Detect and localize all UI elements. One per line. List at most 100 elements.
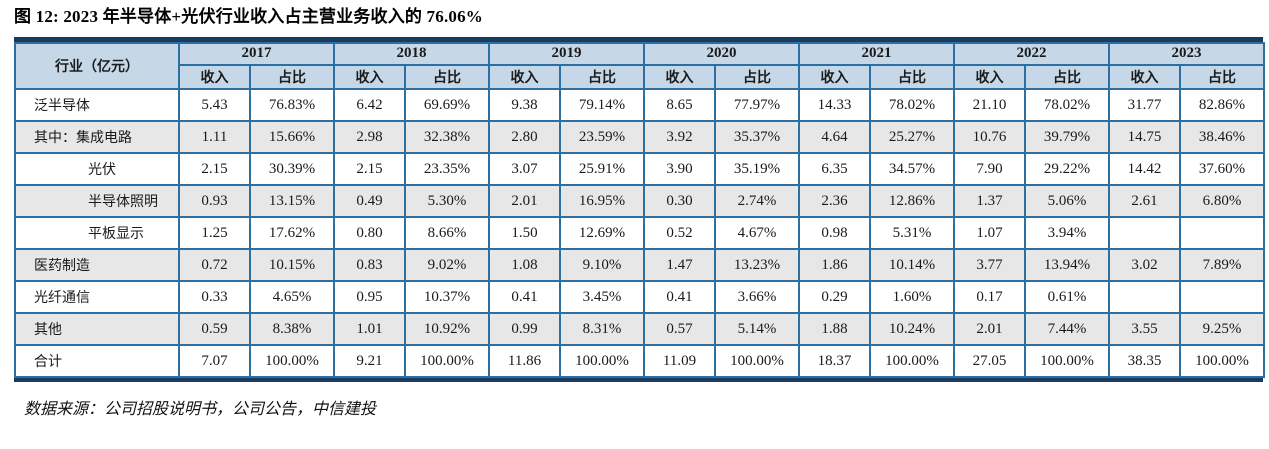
cell-value: 7.44%	[1024, 312, 1110, 346]
cell-value: 2.01	[953, 312, 1026, 346]
cell-value: 3.66%	[714, 280, 800, 314]
cell-value	[1179, 216, 1265, 250]
cell-value: 0.72	[178, 248, 251, 282]
cell-value: 0.29	[798, 280, 871, 314]
cell-value: 2.36	[798, 184, 871, 218]
cell-value: 0.52	[643, 216, 716, 250]
data-table-frame: 行业（亿元） 2017 2018 2019 2020 2021 2022 2023 收入 占比…	[14, 37, 1265, 382]
cell-value: 0.61%	[1024, 280, 1110, 314]
cell-value: 0.33	[178, 280, 251, 314]
cell-value: 78.02%	[1024, 88, 1110, 122]
cell-value: 6.35	[798, 152, 871, 186]
row-label: 光伏	[14, 152, 180, 186]
cell-value: 100.00%	[869, 344, 955, 378]
cell-value: 2.74%	[714, 184, 800, 218]
cell-value: 10.14%	[869, 248, 955, 282]
cell-value: 5.30%	[404, 184, 490, 218]
row-label: 泛半导体	[14, 88, 180, 122]
cell-value: 1.07	[953, 216, 1026, 250]
col-header-revenue: 收入	[643, 63, 716, 91]
cell-value: 13.15%	[249, 184, 335, 218]
cell-value: 38.35	[1108, 344, 1181, 378]
cell-value: 3.94%	[1024, 216, 1110, 250]
cell-value: 9.02%	[404, 248, 490, 282]
cell-value: 1.37	[953, 184, 1026, 218]
table-body: 泛半导体 5.43 76.83% 6.42 69.69% 9.38 79.14% 8.65 77…	[14, 88, 1265, 378]
cell-value: 76.83%	[249, 88, 335, 122]
cell-value: 0.59	[178, 312, 251, 346]
cell-value: 0.41	[488, 280, 561, 314]
cell-value: 5.43	[178, 88, 251, 122]
cell-value: 8.38%	[249, 312, 335, 346]
cell-value: 0.93	[178, 184, 251, 218]
corner-header-cell: 行业（亿元）	[14, 42, 180, 90]
cell-value: 34.57%	[869, 152, 955, 186]
cell-value: 38.46%	[1179, 120, 1265, 154]
cell-value: 12.69%	[559, 216, 645, 250]
table-row: 合计 7.07 100.00% 9.21 100.00% 11.86 100.00% 11.0…	[14, 344, 1265, 378]
year-header-cell: 2018	[333, 42, 490, 66]
cell-value: 11.09	[643, 344, 716, 378]
col-header-ratio: 占比	[714, 63, 800, 91]
sub-header-row: 收入 占比 收入 占比 收入 占比 收入 占比 收入 占比 收入 占比 收入 占比	[15, 63, 1265, 91]
col-header-revenue: 收入	[178, 63, 251, 91]
cell-value: 0.57	[643, 312, 716, 346]
cell-value: 5.06%	[1024, 184, 1110, 218]
cell-value: 10.76	[953, 120, 1026, 154]
cell-value: 9.21	[333, 344, 406, 378]
cell-value: 2.61	[1108, 184, 1181, 218]
cell-value: 2.01	[488, 184, 561, 218]
cell-value: 13.94%	[1024, 248, 1110, 282]
report-figure-page: 图 12: 2023 年半导体+光伏行业收入占主营业务收入的 76.06% 行业…	[0, 5, 1269, 449]
cell-value: 14.33	[798, 88, 871, 122]
cell-value: 100.00%	[1024, 344, 1110, 378]
cell-value: 23.35%	[404, 152, 490, 186]
row-label: 光纤通信	[14, 280, 180, 314]
table-row: 医药制造 0.72 10.15% 0.83 9.02% 1.08 9.10% 1.47 13.2…	[14, 248, 1265, 282]
year-header-cell: 2023	[1108, 42, 1265, 66]
cell-value: 3.55	[1108, 312, 1181, 346]
cell-value: 3.92	[643, 120, 716, 154]
cell-value: 10.92%	[404, 312, 490, 346]
cell-value: 39.79%	[1024, 120, 1110, 154]
cell-value: 2.15	[178, 152, 251, 186]
cell-value: 16.95%	[559, 184, 645, 218]
cell-value: 3.77	[953, 248, 1026, 282]
cell-value: 100.00%	[249, 344, 335, 378]
cell-value: 0.98	[798, 216, 871, 250]
table-row: 其中：集成电路 1.11 15.66% 2.98 32.38% 2.80 23.59% 3.9…	[14, 120, 1265, 154]
cell-value: 1.86	[798, 248, 871, 282]
cell-value: 4.67%	[714, 216, 800, 250]
cell-value: 9.25%	[1179, 312, 1265, 346]
row-label: 其中：集成电路	[14, 120, 180, 154]
cell-value: 77.97%	[714, 88, 800, 122]
cell-value: 0.41	[643, 280, 716, 314]
cell-value: 27.05	[953, 344, 1026, 378]
cell-value: 6.80%	[1179, 184, 1265, 218]
cell-value: 30.39%	[249, 152, 335, 186]
cell-value: 5.31%	[869, 216, 955, 250]
cell-value: 14.42	[1108, 152, 1181, 186]
cell-value: 1.50	[488, 216, 561, 250]
cell-value: 79.14%	[559, 88, 645, 122]
cell-value: 69.69%	[404, 88, 490, 122]
cell-value: 25.27%	[869, 120, 955, 154]
cell-value: 18.37	[798, 344, 871, 378]
cell-value: 12.86%	[869, 184, 955, 218]
cell-value: 37.60%	[1179, 152, 1265, 186]
row-label: 其他	[14, 312, 180, 346]
table-row: 半导体照明 0.93 13.15% 0.49 5.30% 2.01 16.95% 0.30 2.…	[14, 184, 1265, 218]
year-header-cell: 2019	[488, 42, 645, 66]
col-header-ratio: 占比	[869, 63, 955, 91]
cell-value: 9.38	[488, 88, 561, 122]
row-label: 合计	[14, 344, 180, 378]
cell-value: 2.80	[488, 120, 561, 154]
cell-value: 2.98	[333, 120, 406, 154]
cell-value: 14.75	[1108, 120, 1181, 154]
table-header: 行业（亿元） 2017 2018 2019 2020 2021 2022 2023 收入 占比…	[14, 42, 1265, 91]
cell-value: 0.80	[333, 216, 406, 250]
col-header-ratio: 占比	[1024, 63, 1110, 91]
col-header-revenue: 收入	[953, 63, 1026, 91]
cell-value: 35.19%	[714, 152, 800, 186]
cell-value: 35.37%	[714, 120, 800, 154]
